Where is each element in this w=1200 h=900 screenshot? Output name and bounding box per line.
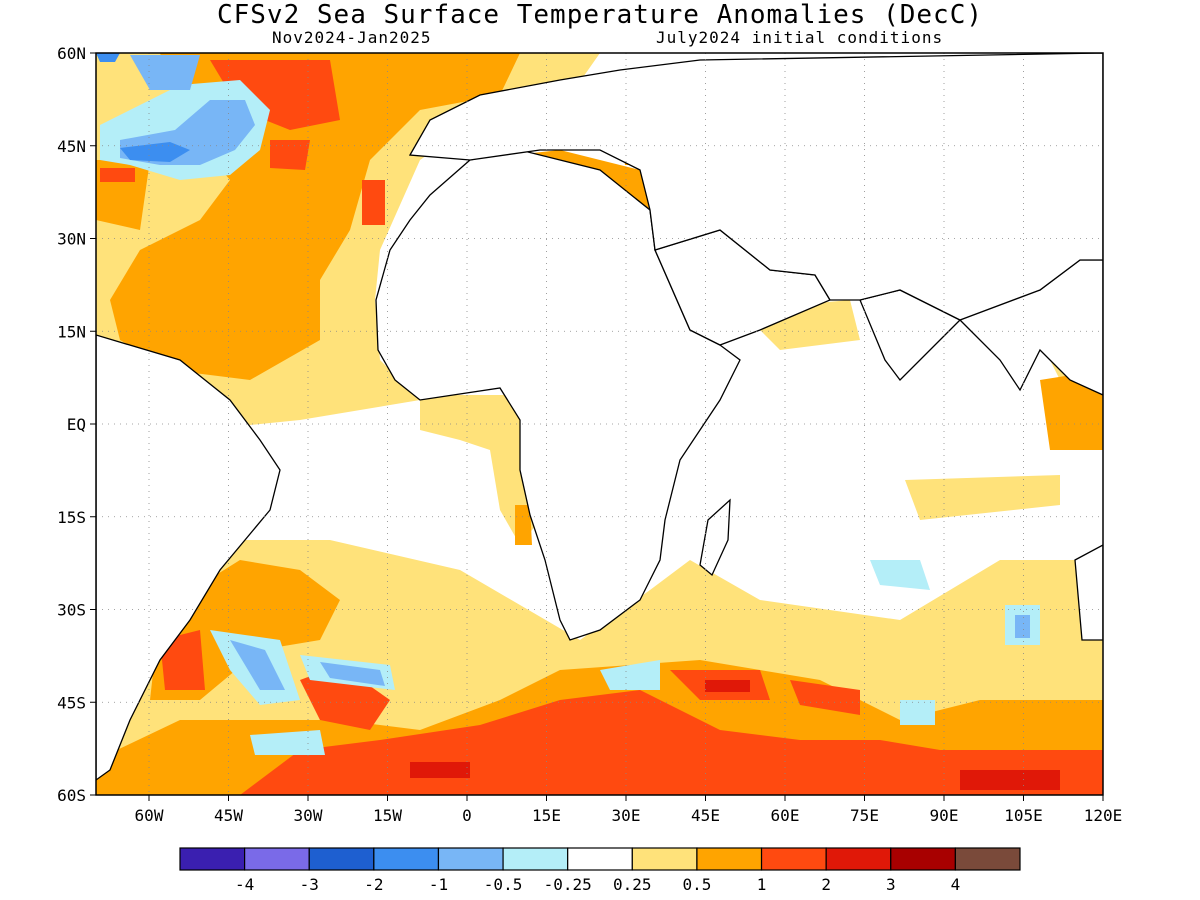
colorbar-label: 2	[821, 875, 831, 894]
colorbar-swatch	[567, 847, 633, 871]
colorbar-label: 0.25	[613, 875, 652, 894]
x-tick-label: 60E	[771, 806, 800, 825]
colorbar-swatch	[179, 847, 246, 871]
y-axis: 60N 45N 30N 15N EQ 15S 30S 45S 60S	[57, 44, 96, 805]
colorbar: -4 -3 -2 -1 -0.5 -0.25 0.25 0.5 1 2 3 4	[179, 847, 1021, 894]
y-tick-label: 60N	[57, 44, 86, 63]
y-tick-label: 30N	[57, 230, 86, 249]
anomaly-positive-max	[410, 762, 470, 778]
europe-land	[408, 53, 1103, 321]
x-tick-label: 105E	[1004, 806, 1043, 825]
colorbar-swatch	[373, 847, 440, 871]
x-tick-label: 45E	[691, 806, 720, 825]
y-tick-label: 45S	[57, 693, 86, 712]
anomaly-positive-mid	[515, 505, 532, 545]
colorbar-label: 0.5	[682, 875, 711, 894]
y-tick-label: 15S	[57, 508, 86, 527]
y-tick-label: 30S	[57, 601, 86, 620]
y-tick-label: EQ	[67, 415, 86, 434]
x-tick-label: 30W	[294, 806, 323, 825]
anomaly-negative-weak	[250, 730, 325, 755]
colorbar-label: -2	[364, 875, 383, 894]
anomaly-positive-weak	[420, 395, 540, 545]
map-title: CFSv2 Sea Surface Temperature Anomalies …	[216, 0, 984, 30]
colorbar-swatch	[308, 847, 375, 871]
x-tick-label: 120E	[1084, 806, 1123, 825]
anomaly-negative-mid	[1015, 615, 1030, 638]
anomaly-negative-strong	[96, 53, 120, 62]
land-masses	[96, 53, 1103, 781]
y-tick-label: 60S	[57, 786, 86, 805]
colorbar-swatch	[437, 847, 504, 871]
x-tick-label: 60W	[135, 806, 164, 825]
south-america-land	[96, 334, 281, 781]
australia-land	[1074, 544, 1103, 641]
anomaly-negative-weak	[600, 660, 660, 690]
anomaly-positive-mid	[1040, 370, 1103, 450]
madagascar-land	[699, 498, 731, 577]
colorbar-swatch	[696, 847, 763, 871]
forecast-period: Nov2024-Jan2025	[272, 28, 432, 47]
x-tick-label: 90E	[930, 806, 959, 825]
anomaly-positive-strong	[210, 60, 340, 130]
colorbar-swatch	[631, 847, 698, 871]
colorbar-swatch	[244, 847, 310, 871]
anomaly-negative-weak	[900, 700, 935, 725]
colorbar-label: 3	[886, 875, 896, 894]
colorbar-label: -1	[429, 875, 448, 894]
x-tick-label: 75E	[850, 806, 879, 825]
y-tick-label: 45N	[57, 137, 86, 156]
x-axis: 60W 45W 30W 15W 0 15E 30E 45E 60E 75E 90E 105E 120E	[135, 795, 1123, 825]
x-tick-label: 15E	[532, 806, 561, 825]
colorbar-swatch	[825, 847, 892, 871]
x-tick-label: 0	[462, 806, 472, 825]
anomaly-positive-strong	[790, 680, 860, 715]
x-tick-label: 45W	[214, 806, 243, 825]
anomaly-negative-mid	[320, 662, 385, 686]
anomaly-positive-strong	[270, 140, 310, 170]
colorbar-label: 1	[757, 875, 767, 894]
colorbar-swatch	[760, 847, 827, 871]
anomaly-positive-max	[705, 680, 750, 692]
anomaly-positive-strong	[362, 180, 385, 225]
anomaly-negative-mid	[230, 640, 285, 690]
y-tick-label: 15N	[57, 322, 86, 341]
colorbar-label: -0.25	[544, 875, 592, 894]
anomaly-positive-strong	[100, 168, 135, 182]
colorbar-label: -0.5	[484, 875, 523, 894]
colorbar-label: 4	[951, 875, 961, 894]
colorbar-swatch	[502, 847, 569, 871]
anomaly-positive-max	[960, 770, 1060, 790]
colorbar-swatch	[954, 847, 1021, 871]
anomaly-positive-weak	[905, 475, 1060, 520]
colorbar-label: -4	[235, 875, 254, 894]
anomaly-negative-mid	[130, 55, 200, 90]
initial-conditions: July2024 initial conditions	[656, 28, 944, 47]
x-tick-label: 15W	[373, 806, 402, 825]
anomaly-negative-weak	[870, 560, 930, 590]
colorbar-label: -3	[300, 875, 319, 894]
x-tick-label: 30E	[612, 806, 641, 825]
colorbar-swatch	[890, 847, 956, 871]
anomaly-negative-strong	[120, 142, 190, 162]
